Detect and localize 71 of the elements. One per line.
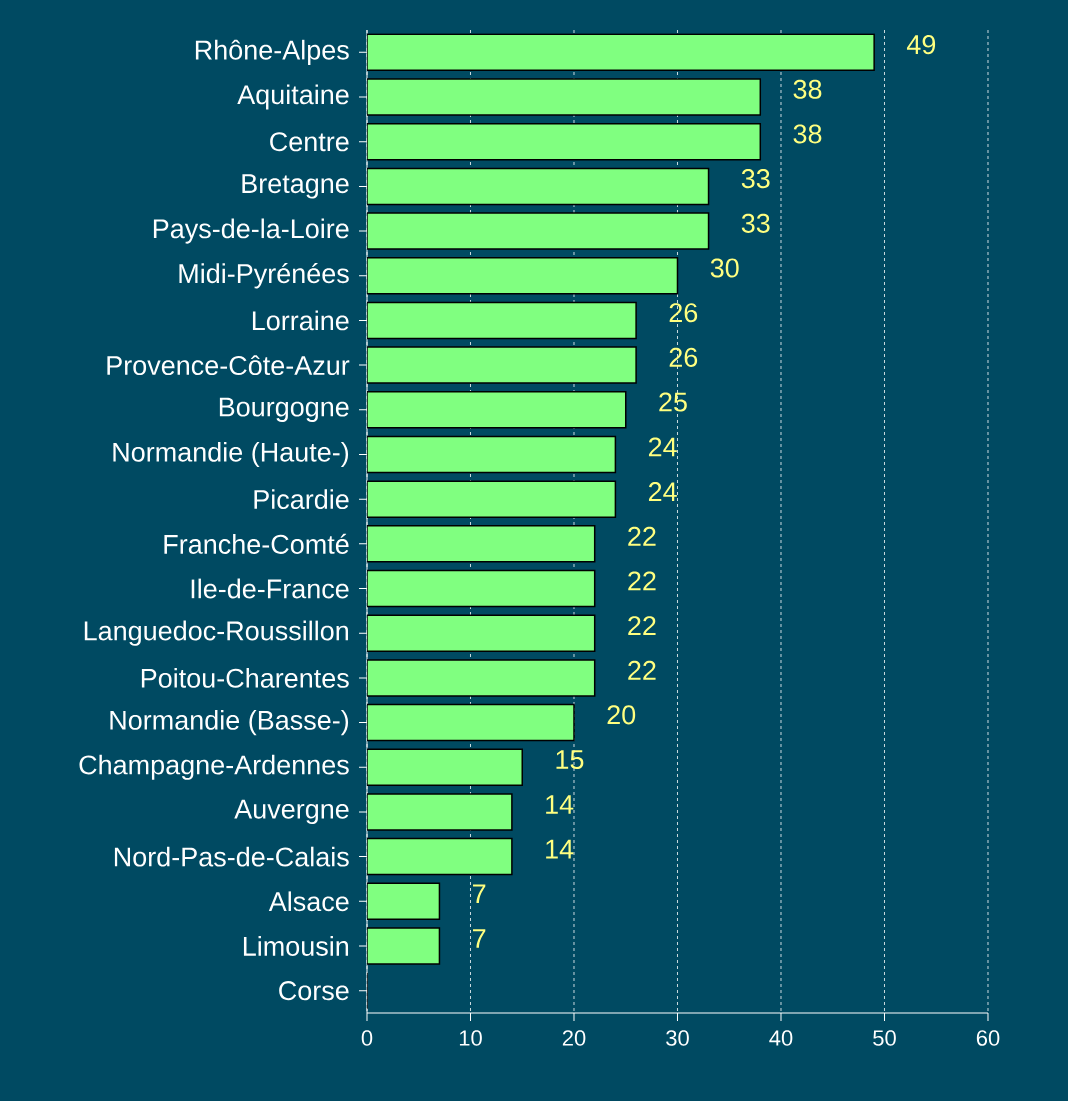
bar bbox=[366, 525, 596, 563]
y-tick-label: Limousin bbox=[243, 936, 349, 956]
data-label: 25 bbox=[659, 392, 687, 412]
x-tick-label: 40 bbox=[769, 1030, 793, 1046]
bar bbox=[366, 703, 575, 742]
data-label: 7 bbox=[473, 929, 486, 948]
data-label: 26 bbox=[669, 303, 698, 323]
bar bbox=[366, 480, 617, 518]
y-tick-label: Normandie (Haute-) bbox=[113, 441, 349, 468]
bar bbox=[366, 882, 441, 921]
bar bbox=[366, 257, 679, 295]
bar bbox=[366, 122, 762, 161]
y-tick-label: Poitou-Charentes bbox=[141, 667, 349, 688]
y-tick-label: Bretagne bbox=[242, 174, 349, 199]
bar bbox=[366, 391, 627, 429]
data-label: 26 bbox=[669, 347, 698, 367]
data-label: 20 bbox=[607, 705, 636, 725]
bar bbox=[366, 346, 637, 384]
data-label: 22 bbox=[628, 571, 656, 591]
x-tick-label: 10 bbox=[459, 1030, 482, 1046]
data-label: 24 bbox=[648, 482, 677, 501]
data-label: 24 bbox=[648, 437, 677, 457]
y-tick-label: Franche-Comté bbox=[164, 533, 349, 554]
bar bbox=[366, 659, 596, 697]
bar bbox=[366, 569, 596, 608]
y-tick-label: Corse bbox=[279, 981, 349, 1001]
x-tick-label: 30 bbox=[666, 1030, 689, 1046]
y-tick-label: Midi-Pyrénées bbox=[179, 263, 349, 289]
x-tick-label: 60 bbox=[976, 1030, 1000, 1046]
data-label: 14 bbox=[546, 795, 574, 814]
y-tick-label: Bourgogne bbox=[219, 397, 349, 422]
y-tick-label: Picardie bbox=[254, 489, 349, 510]
bar bbox=[366, 748, 523, 787]
data-label: 22 bbox=[628, 616, 656, 636]
bar bbox=[366, 793, 513, 831]
bar bbox=[366, 435, 617, 474]
data-label: 15 bbox=[556, 750, 584, 770]
bar bbox=[366, 927, 441, 965]
y-tick-label: Centre bbox=[270, 132, 349, 152]
y-tick-label: Languedoc-Roussillon bbox=[84, 620, 348, 646]
y-tick-label: Normandie (Basse-) bbox=[110, 709, 349, 736]
bar bbox=[366, 301, 637, 340]
x-tick-label: 0 bbox=[361, 1030, 373, 1046]
data-label: 14 bbox=[546, 839, 574, 859]
y-tick-label: Alsace bbox=[268, 891, 349, 912]
y-tick-label: Ile-de-France bbox=[191, 578, 349, 599]
bar bbox=[366, 33, 875, 72]
y-tick-label: Aquitaine bbox=[237, 84, 349, 110]
data-label: 38 bbox=[793, 79, 822, 99]
bar bbox=[366, 167, 710, 206]
y-tick-label: Auvergne bbox=[234, 799, 349, 825]
data-label: 22 bbox=[628, 660, 656, 680]
data-label: 33 bbox=[741, 213, 770, 233]
y-tick-label: Lorraine bbox=[252, 310, 349, 331]
data-label: 49 bbox=[906, 35, 936, 55]
x-tick-label: 50 bbox=[873, 1030, 896, 1046]
y-tick-label: Champagne-Ardennes bbox=[79, 754, 349, 780]
bar bbox=[366, 78, 762, 116]
y-tick-label: Nord-Pas-de-Calais bbox=[114, 846, 349, 867]
bar bbox=[366, 614, 596, 652]
y-tick-label: Rhône-Alpes bbox=[195, 39, 349, 65]
data-label: 22 bbox=[628, 526, 656, 546]
data-label: 33 bbox=[741, 169, 770, 189]
y-tick-label: Pays-de-la-Loire bbox=[153, 218, 349, 244]
y-tick-label: Provence-Côte-Azur bbox=[107, 355, 350, 376]
data-label: 30 bbox=[710, 258, 739, 278]
data-label: 38 bbox=[793, 124, 822, 144]
bar bbox=[366, 212, 710, 250]
data-label: 7 bbox=[473, 884, 486, 904]
bar bbox=[366, 837, 513, 876]
x-tick-label: 20 bbox=[562, 1030, 586, 1046]
